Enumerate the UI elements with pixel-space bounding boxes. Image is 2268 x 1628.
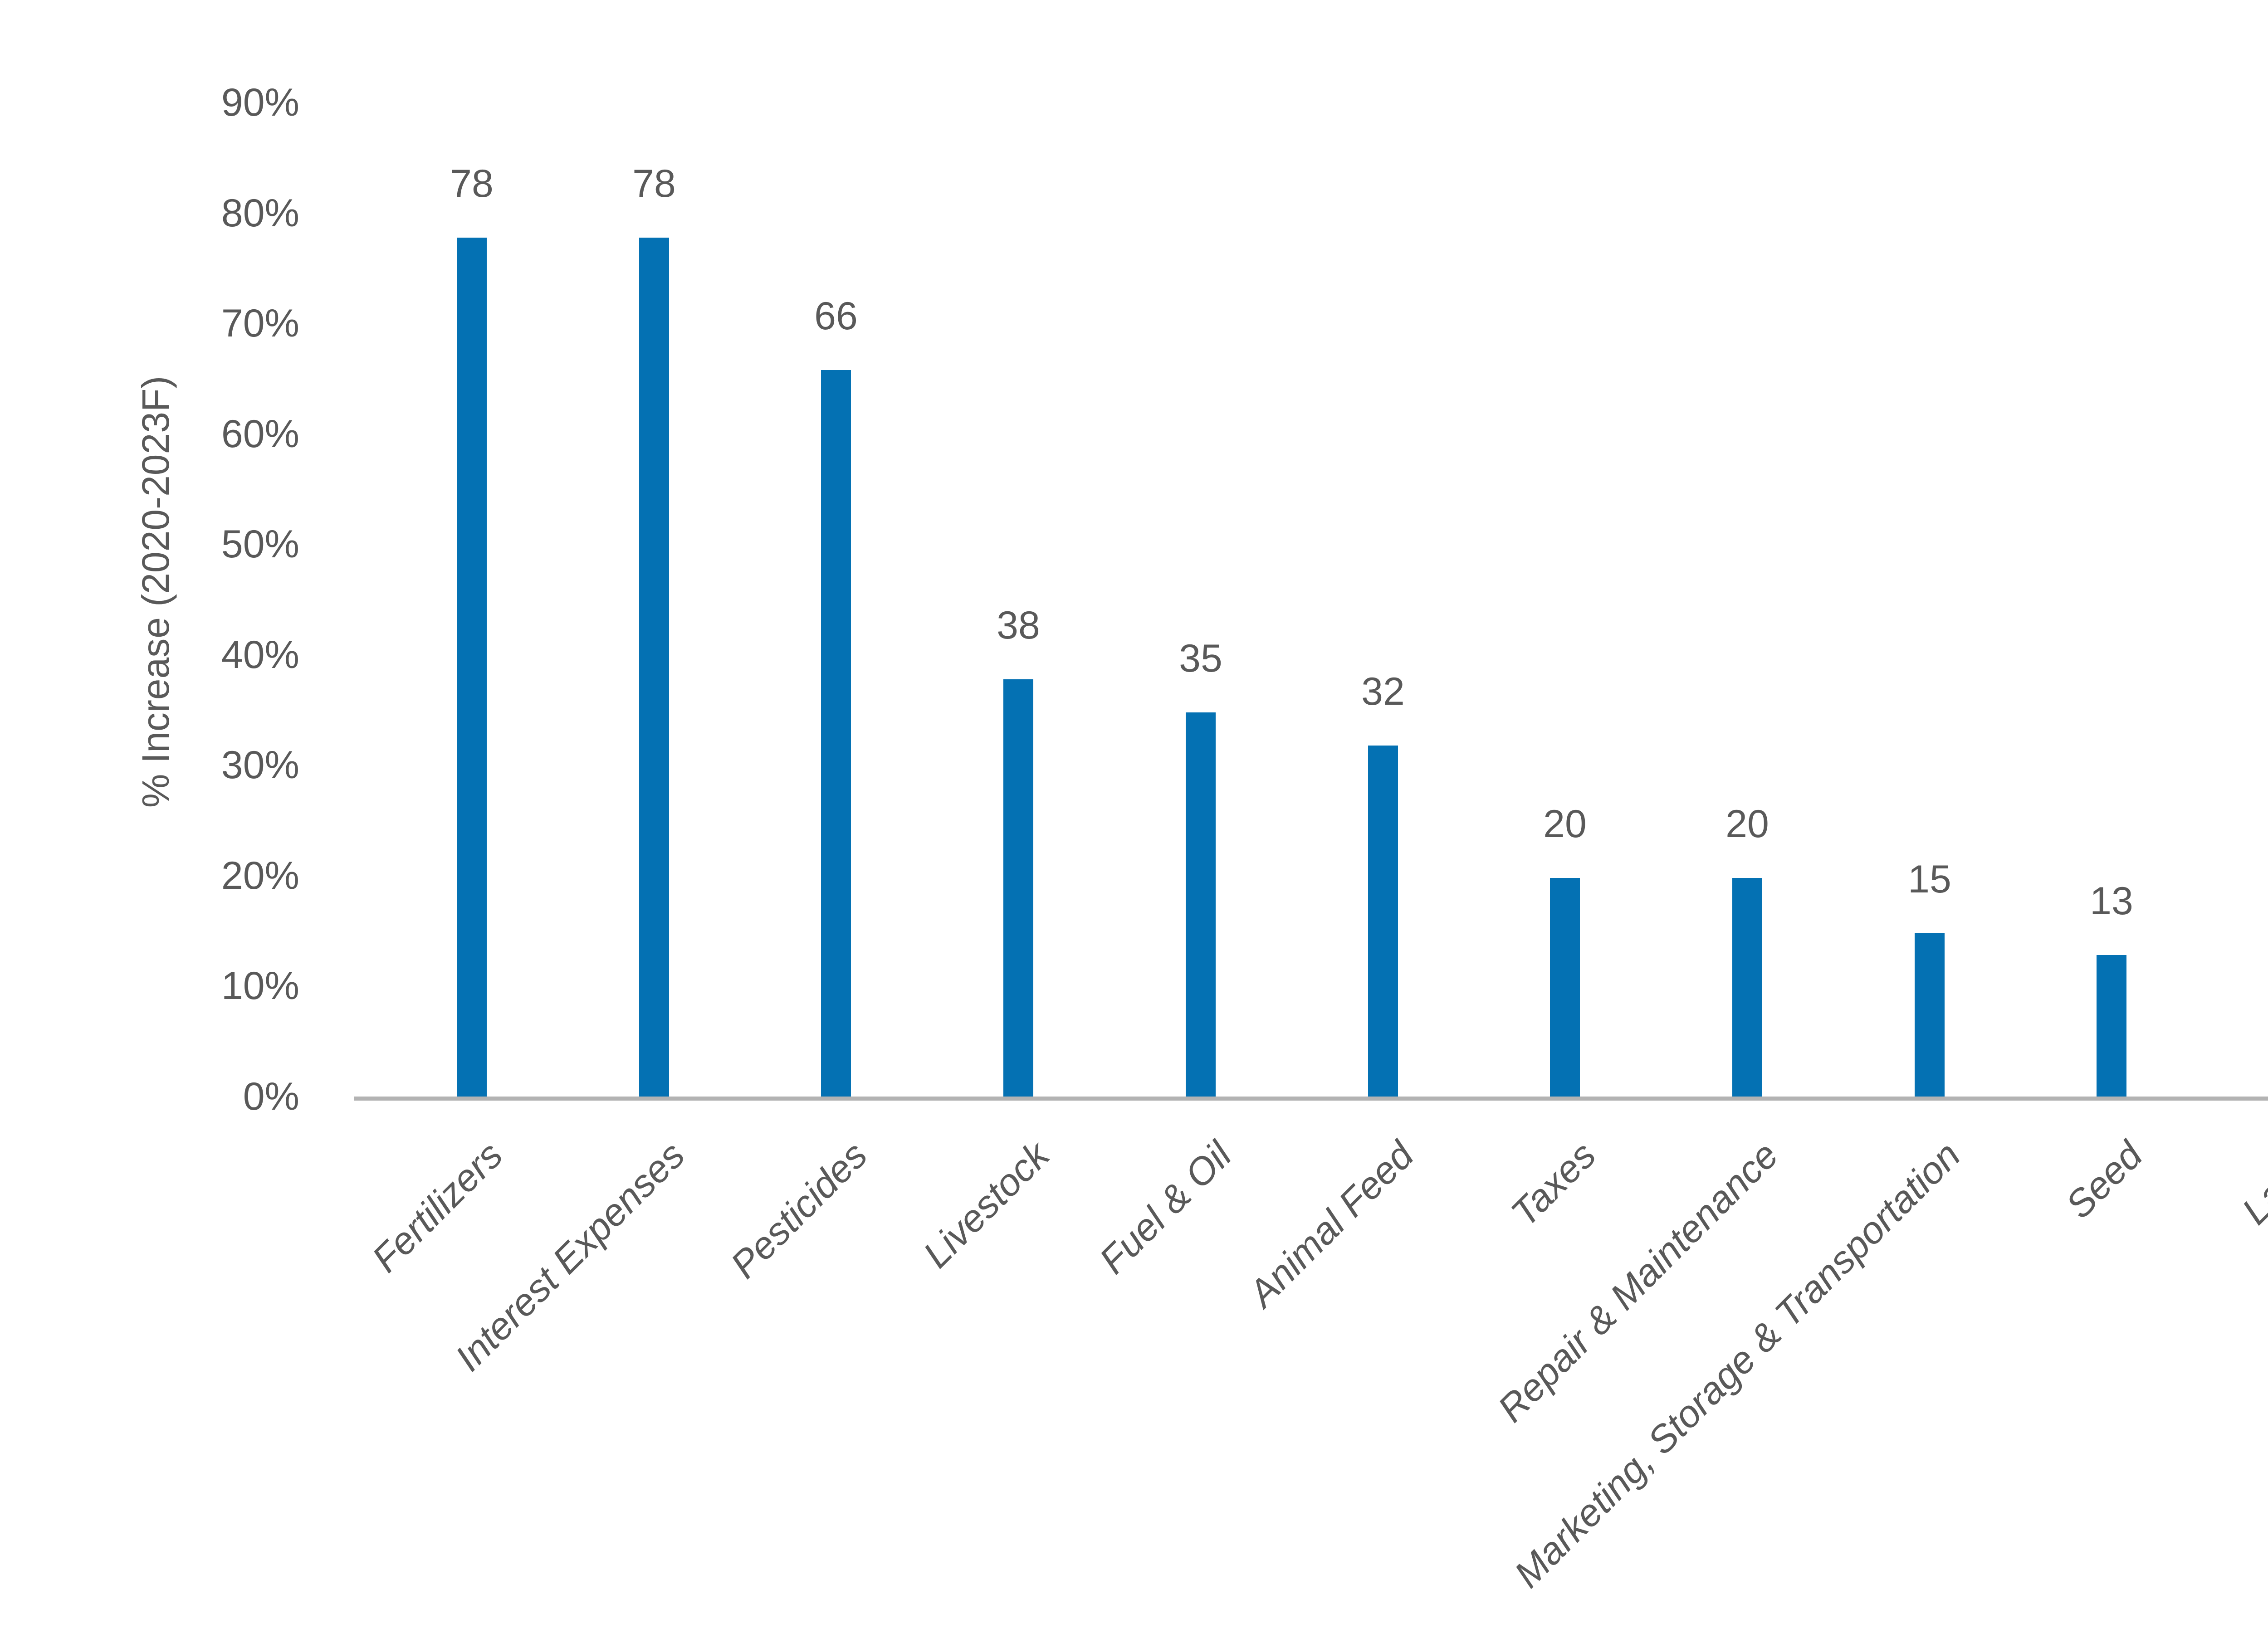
- bar: [1003, 679, 1033, 1099]
- bar: [1550, 878, 1580, 1099]
- bar: [1732, 878, 1762, 1099]
- category-label: Fuel & Oil: [1091, 1133, 1240, 1282]
- bar-value-label: 15: [1908, 858, 1951, 901]
- category-label: Taxes: [1503, 1133, 1604, 1235]
- bar-value-label: 78: [450, 162, 494, 205]
- y-tick-label: 40%: [221, 633, 299, 677]
- bar: [1186, 712, 1216, 1099]
- category-label: Seed: [2057, 1133, 2151, 1227]
- x-axis-line: [354, 1097, 2268, 1101]
- y-tick-label: 90%: [221, 81, 299, 124]
- bar: [1915, 933, 1945, 1099]
- bar-value-label: 38: [997, 604, 1040, 647]
- bar: [2097, 955, 2126, 1099]
- bar: [1368, 746, 1398, 1099]
- category-label: Animal Feed: [1240, 1133, 1422, 1315]
- bar-value-label: 20: [1543, 802, 1587, 846]
- bar-value-label: 32: [1361, 670, 1405, 713]
- bar-value-label: 35: [1179, 637, 1222, 680]
- category-label: Fertilizers: [363, 1133, 511, 1281]
- bar-value-label: 12: [2199, 893, 2268, 932]
- bar-value-label: 13: [2090, 879, 2133, 923]
- y-axis-title: % Increase (2020-2023F): [134, 375, 177, 808]
- bar-value-label: 66: [814, 294, 858, 338]
- bar: [457, 238, 487, 1099]
- bar: [821, 370, 851, 1099]
- bar-value-label: 20: [1725, 802, 1769, 846]
- category-label: Livestock: [914, 1133, 1057, 1276]
- y-tick-label: 20%: [221, 853, 299, 897]
- category-label: Pesticides: [722, 1133, 875, 1287]
- y-tick-label: 70%: [221, 302, 299, 345]
- y-tick-label: 10%: [221, 964, 299, 1008]
- y-tick-label: 0%: [243, 1074, 299, 1118]
- y-tick-label: 30%: [221, 743, 299, 787]
- bar-value-label: 78: [632, 162, 676, 205]
- category-label: Labor: [2234, 1133, 2268, 1233]
- y-tick-label: 50%: [221, 522, 299, 566]
- y-tick-label: 80%: [221, 191, 299, 235]
- bar: [639, 238, 669, 1099]
- y-tick-label: 60%: [221, 412, 299, 456]
